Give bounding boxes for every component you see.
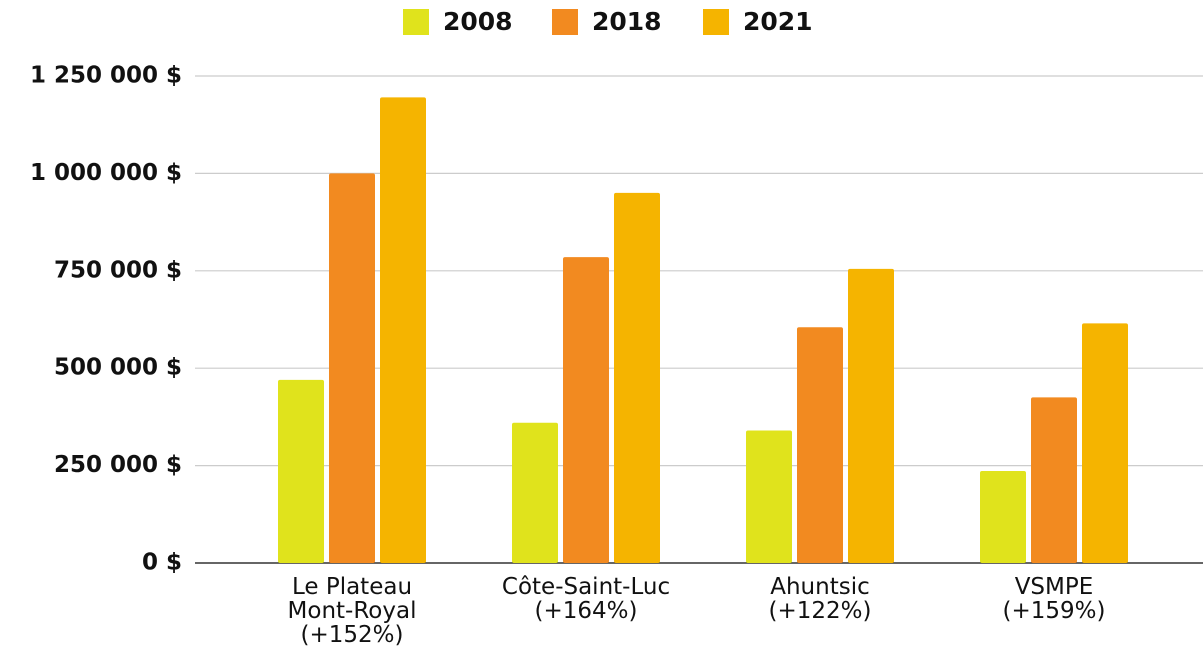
bar [278, 379, 324, 563]
y-tick-label: 250 000 $ [54, 452, 182, 478]
x-tick-label: Le Plateau Mont-Royal (+152%) [287, 574, 417, 648]
bar [380, 97, 426, 563]
bar [848, 268, 894, 563]
legend-swatch [552, 9, 578, 35]
legend-label: 2018 [592, 7, 662, 36]
x-tick-label: VSMPE (+159%) [1002, 574, 1106, 624]
bar [746, 430, 792, 563]
bar [563, 257, 609, 563]
y-tick-label: 500 000 $ [54, 355, 182, 381]
bar [512, 422, 558, 563]
legend-swatch [703, 9, 729, 35]
bar [1082, 323, 1128, 563]
y-tick-label: 750 000 $ [54, 257, 182, 283]
y-tick-label: 1 000 000 $ [30, 160, 182, 186]
bar [980, 471, 1026, 563]
bar [614, 192, 660, 563]
bar [797, 327, 843, 563]
legend-label: 2008 [443, 7, 513, 36]
x-tick-label: Ahuntsic (+122%) [768, 574, 872, 624]
bar [1031, 397, 1077, 563]
legend-label: 2021 [743, 7, 813, 36]
bar [329, 173, 375, 563]
y-tick-label: 1 250 000 $ [30, 63, 182, 89]
legend-swatch [403, 9, 429, 35]
x-tick-label: Côte-Saint-Luc (+164%) [501, 574, 671, 624]
y-tick-label: 0 $ [142, 550, 182, 576]
